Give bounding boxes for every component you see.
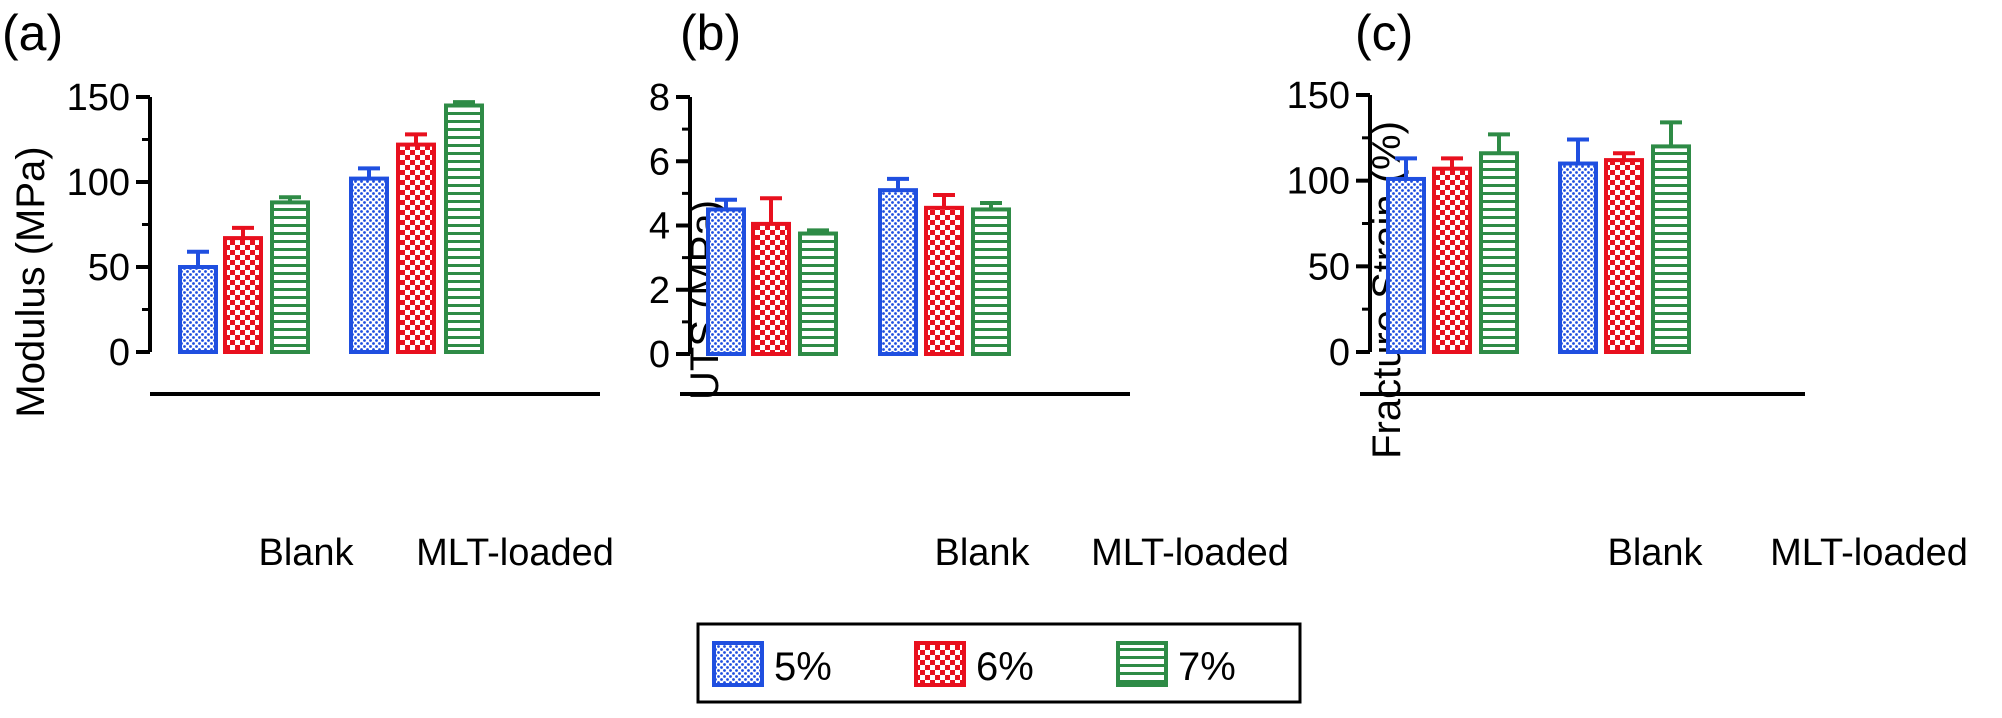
y-tick-label: 6 xyxy=(649,141,670,183)
bar-6pct-mlt-loaded xyxy=(398,145,434,352)
bar-5pct-blank xyxy=(180,267,216,352)
bar-6pct-blank xyxy=(225,238,261,352)
panel-a: (a) Modulus (MPa) 0 50 100 150 Blank MLT-lo… xyxy=(2,5,614,574)
category-label-blank: Blank xyxy=(258,532,354,574)
y-tick-label: 2 xyxy=(649,270,670,312)
bar-5pct-mlt-loaded xyxy=(1560,164,1596,352)
panel-label: (b) xyxy=(680,5,741,61)
legend-label-5: 5% xyxy=(774,645,832,689)
category-label-mlt-loaded: MLT-loaded xyxy=(416,532,614,574)
bar-6pct-mlt-loaded xyxy=(1606,160,1642,352)
y-tick-label: 8 xyxy=(649,77,670,119)
panel-label: (a) xyxy=(2,5,63,61)
y-tick-label: 0 xyxy=(649,334,670,376)
bar-5pct-blank xyxy=(1388,179,1424,352)
y-tick-label: 0 xyxy=(1329,332,1350,374)
y-tick-label: 150 xyxy=(1287,75,1350,117)
category-label-mlt-loaded: MLT-loaded xyxy=(1770,532,1968,574)
bars xyxy=(708,190,1009,354)
y-tick-label: 0 xyxy=(109,332,130,374)
panel-label: (c) xyxy=(1355,5,1413,61)
legend-swatch-6 xyxy=(916,643,964,685)
bar-6pct-blank xyxy=(753,224,789,354)
y-tick-label: 100 xyxy=(67,162,130,204)
y-axis-label: Modulus (MPa) xyxy=(9,146,53,417)
bar-7pct-blank xyxy=(1481,153,1517,352)
bars xyxy=(1388,146,1689,352)
y-tick-label: 50 xyxy=(88,247,130,289)
bar-5pct-mlt-loaded xyxy=(351,179,387,352)
legend-swatch-5 xyxy=(714,643,762,685)
y-ticks: 0 50 100 150 xyxy=(67,77,150,374)
figure: (a) Modulus (MPa) 0 50 100 150 Blank MLT-lo… xyxy=(0,0,2002,718)
y-tick-label: 4 xyxy=(649,206,670,248)
bar-6pct-mlt-loaded xyxy=(926,208,962,354)
bar-7pct-mlt-loaded xyxy=(446,106,482,353)
y-ticks: 0 50 100 150 xyxy=(1287,75,1370,374)
category-label-mlt-loaded: MLT-loaded xyxy=(1091,532,1289,574)
y-tick-label: 50 xyxy=(1308,246,1350,288)
bar-6pct-blank xyxy=(1434,169,1470,352)
legend-label-7: 7% xyxy=(1178,645,1236,689)
category-label-blank: Blank xyxy=(1607,532,1703,574)
bar-7pct-blank xyxy=(272,202,308,352)
category-label-blank: Blank xyxy=(934,532,1030,574)
legend-swatch-7 xyxy=(1118,643,1166,685)
bar-7pct-mlt-loaded xyxy=(973,209,1009,354)
bar-5pct-mlt-loaded xyxy=(880,190,916,354)
bar-7pct-mlt-loaded xyxy=(1653,146,1689,352)
bar-7pct-blank xyxy=(800,234,836,354)
bars xyxy=(180,106,482,353)
legend: 5% 6% 7% xyxy=(698,624,1300,702)
y-tick-label: 150 xyxy=(67,77,130,119)
y-tick-label: 100 xyxy=(1287,161,1350,203)
legend-label-6: 6% xyxy=(976,645,1034,689)
bar-5pct-blank xyxy=(708,209,744,354)
